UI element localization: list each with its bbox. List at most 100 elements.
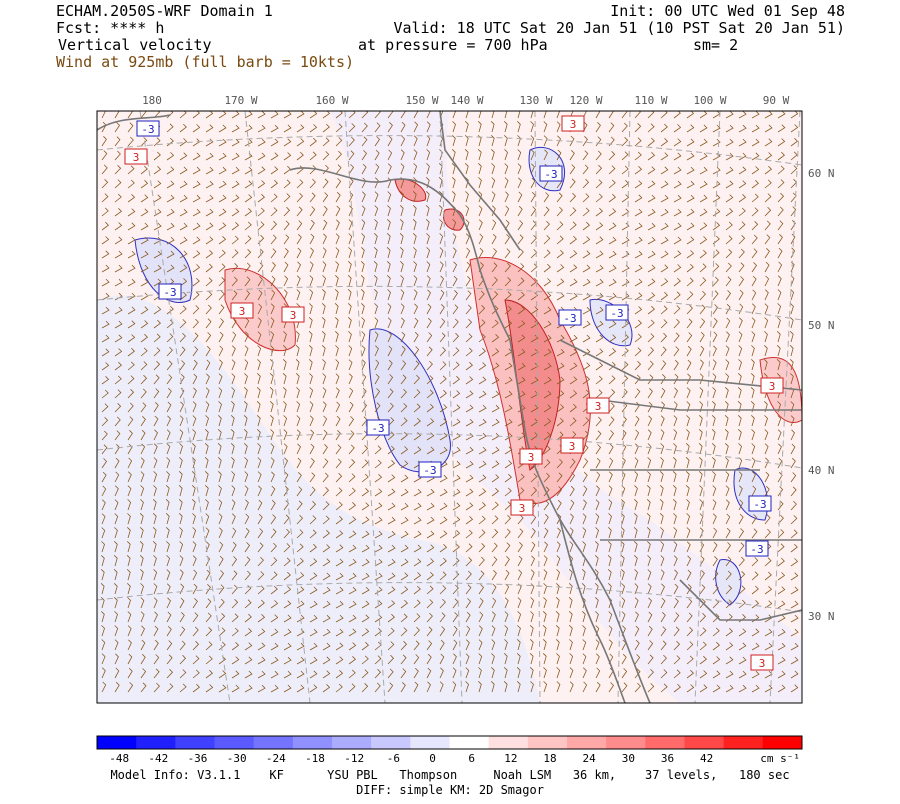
colorbar-swatch: [332, 736, 372, 749]
wind-barbs: [100, 111, 799, 693]
latitude-label: 50 N: [808, 319, 835, 332]
longitude-label: 140 W: [450, 94, 483, 107]
colorbar-swatch: [684, 736, 725, 749]
longitude-label: 180: [142, 94, 162, 107]
latitude-label: 30 N: [808, 610, 835, 623]
colorbar-tick-label: -48: [109, 752, 129, 765]
colorbar-tick-label: -6: [387, 752, 400, 765]
map-frame: [96, 110, 803, 704]
contour-label: -3: [163, 286, 176, 299]
colorbar-swatch: [410, 736, 450, 749]
longitude-label: 120 W: [569, 94, 602, 107]
contour-label: 3: [759, 657, 766, 670]
colorbar-tick-label: 18: [543, 752, 556, 765]
colorbar-tick-label: -18: [305, 752, 325, 765]
forecast: Fcst: **** h: [56, 19, 164, 37]
contour-label-box: [418, 461, 442, 478]
model-info: Model Info: V3.1.1 KF YSU PBL Thompson N…: [110, 768, 789, 782]
colorbar-swatch: [253, 736, 294, 749]
contour-label: 3: [519, 502, 526, 515]
contour-label-box: [748, 495, 772, 512]
contour-label: -3: [610, 307, 623, 320]
latitude-label: 60 N: [808, 167, 835, 180]
colorbar-swatch: [292, 736, 333, 749]
contour-label: 3: [769, 380, 776, 393]
pressure: at pressure = 700 hPa: [358, 36, 548, 54]
negative-region: [97, 295, 540, 703]
colorbar-swatch: [175, 736, 215, 749]
colorbar-swatch: [645, 736, 685, 749]
colorbar-tick-label: 30: [622, 752, 635, 765]
contour-label: 3: [290, 309, 297, 322]
colorbar-swatch: [214, 736, 255, 749]
contour-label: -3: [371, 422, 384, 435]
colorbar-tick-label: 6: [468, 752, 475, 765]
colorbar-swatch: [371, 736, 411, 749]
colorbar-tick-label: -12: [344, 752, 364, 765]
colorbar-swatch: [449, 736, 490, 749]
contour-label-box: [745, 540, 769, 557]
contour-label-box: [281, 306, 305, 323]
contour-label-box: [750, 654, 774, 671]
barb: [100, 111, 799, 693]
contour-label: 3: [528, 451, 535, 464]
colorbar-swatch: [567, 736, 607, 749]
contour-label-box: [558, 309, 582, 326]
init-time: Init: 00 UTC Wed 01 Sep 48: [610, 2, 845, 20]
coastline: [97, 111, 802, 703]
contour-label-box: [124, 148, 148, 165]
colorbar-tick-label: -36: [188, 752, 208, 765]
colorbar-tick-label: 24: [583, 752, 597, 765]
colorbar-tick-label: -30: [227, 752, 247, 765]
colorbar-swatch: [488, 736, 529, 749]
contour-label: -3: [141, 123, 154, 136]
colorbar-swatch: [97, 736, 137, 749]
colorbar-tick-label: 12: [504, 752, 517, 765]
colorbar-swatch: [606, 736, 646, 749]
contour: [528, 146, 769, 606]
colorbar-unit: cm s⁻¹: [760, 752, 800, 765]
contour-label: -3: [544, 168, 557, 181]
valid-time: Valid: 18 UTC Sat 20 Jan 51 (10 PST Sat …: [393, 19, 845, 37]
colorbar-tick-label: -42: [148, 752, 168, 765]
colorbar-frame: [96, 735, 803, 750]
contour-label-box: [605, 304, 629, 321]
contour-label: -3: [423, 464, 436, 477]
longitude-label: 100 W: [693, 94, 726, 107]
graticule: [97, 111, 802, 703]
colorbar-tick-label: 0: [429, 752, 436, 765]
contour-label-box: [158, 283, 182, 300]
contour-label-box: [561, 115, 585, 132]
colorbar-tick-label: 42: [700, 752, 713, 765]
contour-label: -3: [750, 543, 763, 556]
diff-info: DIFF: simple KM: 2D Smagor: [356, 783, 544, 797]
contour-label-box: [136, 120, 160, 137]
colorbar-swatch: [136, 736, 176, 749]
contour-label-box: [519, 448, 543, 465]
longitude-label: 90 W: [763, 94, 790, 107]
contour-label-box: [230, 302, 254, 319]
contour-label: 3: [133, 151, 140, 164]
longitude-label: 130 W: [519, 94, 552, 107]
contour-label: 3: [570, 118, 577, 131]
longitude-label: 160 W: [315, 94, 348, 107]
contour-label: 3: [569, 440, 576, 453]
smoothing: sm= 2: [693, 36, 738, 54]
colorbar-swatch: [723, 736, 764, 749]
contour-label-box: [366, 419, 390, 436]
model-title: ECHAM.2050S-WRF Domain 1: [56, 2, 273, 20]
wind-note: Wind at 925mb (full barb = 10kts): [56, 53, 354, 71]
latitude-label: 40 N: [808, 464, 835, 477]
colorbar-tick-label: -24: [266, 752, 286, 765]
field: Vertical velocity: [58, 36, 212, 54]
contour-label: -3: [753, 498, 766, 511]
colorbar-tick-label: 36: [661, 752, 674, 765]
contour-label-box: [760, 377, 784, 394]
longitude-label: 150 W: [405, 94, 438, 107]
contour-label-box: [586, 397, 610, 414]
contour-label: 3: [239, 305, 246, 318]
contour-label: 3: [595, 400, 602, 413]
map: [97, 111, 802, 703]
contour-label-box: [539, 165, 563, 182]
